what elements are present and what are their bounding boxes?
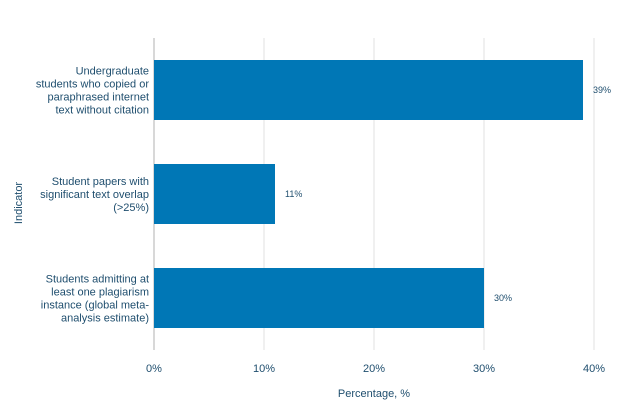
x-tick-label: 30% (473, 363, 495, 375)
bar (154, 60, 583, 120)
x-axis-title: Percentage, % (338, 388, 410, 400)
category-label: Undergraduate students who copied or parap… (36, 66, 149, 117)
x-tick-label: 40% (583, 363, 605, 375)
labels: 0% 10% 20% 30% 40% 39% Undergraduate students w… (36, 66, 611, 376)
y-axis-title: Indicator (13, 182, 25, 225)
data-label: 30% (494, 293, 512, 303)
x-tick-label: 10% (253, 363, 275, 375)
bars (154, 60, 583, 328)
bar (154, 164, 275, 224)
data-label: 39% (593, 85, 611, 95)
data-label: 11% (285, 189, 302, 199)
category-label: Students admitting at least one plagiaris… (41, 274, 150, 325)
category-label: Student papers with significant text over… (40, 176, 149, 214)
x-tick-label: 0% (146, 363, 162, 375)
x-tick-label: 20% (363, 363, 385, 375)
bar (154, 268, 484, 328)
